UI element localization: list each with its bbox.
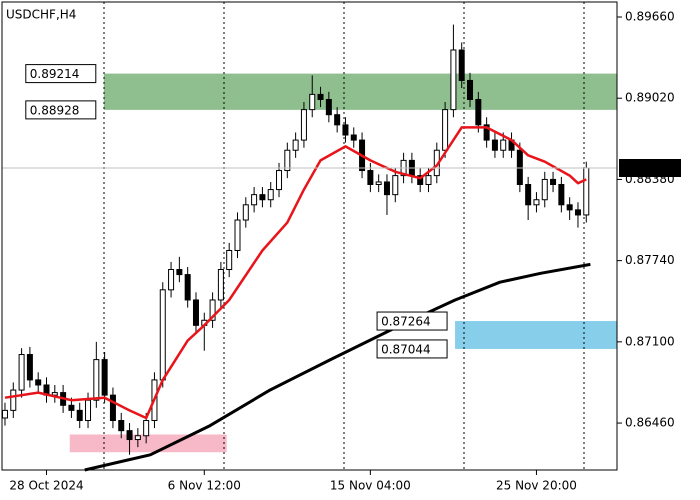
candle-body [134, 435, 141, 441]
candle-body [533, 199, 540, 206]
candle-body [442, 109, 449, 151]
level-label: 0.89214 [30, 67, 80, 81]
candle-body [168, 269, 175, 291]
level-label-box [376, 339, 448, 359]
candle-body [192, 299, 199, 326]
candle-body [209, 299, 216, 321]
y-tick-label: 0.89020 [625, 91, 675, 105]
candle-body [101, 359, 108, 396]
candle-body [334, 114, 341, 126]
candle-body [383, 181, 390, 196]
candle-body [1, 409, 8, 419]
candle-body [10, 389, 17, 411]
x-tick-label: 25 Nov 20:00 [496, 479, 577, 493]
candle-body [367, 170, 374, 185]
candle-body [226, 249, 233, 271]
candle-body [18, 354, 25, 391]
current-price-box [619, 159, 681, 178]
level-label: 0.87264 [381, 315, 431, 329]
candle-body [467, 79, 474, 100]
candle-body [251, 194, 258, 206]
candle-body [566, 204, 573, 211]
candle-body [242, 204, 249, 221]
level-label: 0.88928 [30, 103, 80, 117]
zone [69, 434, 227, 453]
x-tick-label: 6 Nov 12:00 [168, 479, 241, 493]
zone [103, 73, 618, 110]
candle-body [68, 404, 75, 411]
x-tick-label: 28 Oct 2024 [9, 479, 83, 493]
candle-body [458, 49, 465, 81]
candle-body [350, 134, 357, 141]
candle-body [541, 178, 548, 201]
candle-body [558, 183, 565, 206]
candle-body [450, 49, 457, 111]
y-tick-label: 0.86460 [625, 416, 675, 430]
candle-body [342, 124, 349, 136]
candle-body [35, 379, 42, 386]
candle-body [176, 269, 183, 276]
moving-average [84, 262, 591, 472]
moving-average [4, 126, 587, 420]
candle-body [93, 359, 100, 401]
candle-body [375, 181, 382, 185]
candle-body [109, 394, 116, 422]
candle-body [159, 289, 166, 381]
candle-body [309, 93, 316, 111]
candle-body [525, 183, 532, 206]
candle-body [483, 124, 490, 141]
candle-body [126, 430, 133, 441]
y-tick-label: 0.87100 [625, 334, 675, 348]
chart-title: USDCHF,H4 [6, 8, 76, 22]
candle-body [325, 98, 332, 116]
candle-body [118, 420, 125, 432]
candle-body [284, 149, 291, 172]
candle-body [550, 178, 557, 185]
candle-body [583, 167, 590, 216]
candle-body [217, 269, 224, 301]
current-price-label: 0.88470 [624, 162, 674, 176]
candle-body [475, 98, 482, 126]
y-tick-label: 0.89660 [625, 10, 675, 24]
level-label: 0.87044 [381, 342, 431, 356]
candle-body [292, 139, 299, 151]
candle-body [76, 409, 83, 422]
candle-body [425, 175, 432, 185]
candle-body [417, 175, 424, 185]
zone [455, 321, 617, 349]
candle-body [26, 354, 33, 381]
candle-body [85, 399, 92, 422]
level-label-box [25, 100, 97, 120]
level-label-box [25, 64, 97, 84]
candle-body [516, 149, 523, 185]
candle-body [259, 194, 266, 201]
y-tick-label: 0.87740 [625, 253, 675, 267]
candle-body [574, 209, 581, 216]
level-label-box [376, 311, 448, 331]
candle-body [184, 274, 191, 301]
candle-body [300, 109, 307, 141]
candle-body [267, 189, 274, 201]
candle-body [491, 139, 498, 151]
candle-body [276, 170, 283, 191]
candle-body [392, 175, 399, 196]
candle-body [317, 93, 324, 100]
candle-body [500, 139, 507, 151]
plot-frame [1, 1, 618, 471]
candle-body [143, 420, 150, 437]
x-tick-label: 15 Nov 04:00 [330, 479, 411, 493]
candle-body [234, 219, 241, 251]
